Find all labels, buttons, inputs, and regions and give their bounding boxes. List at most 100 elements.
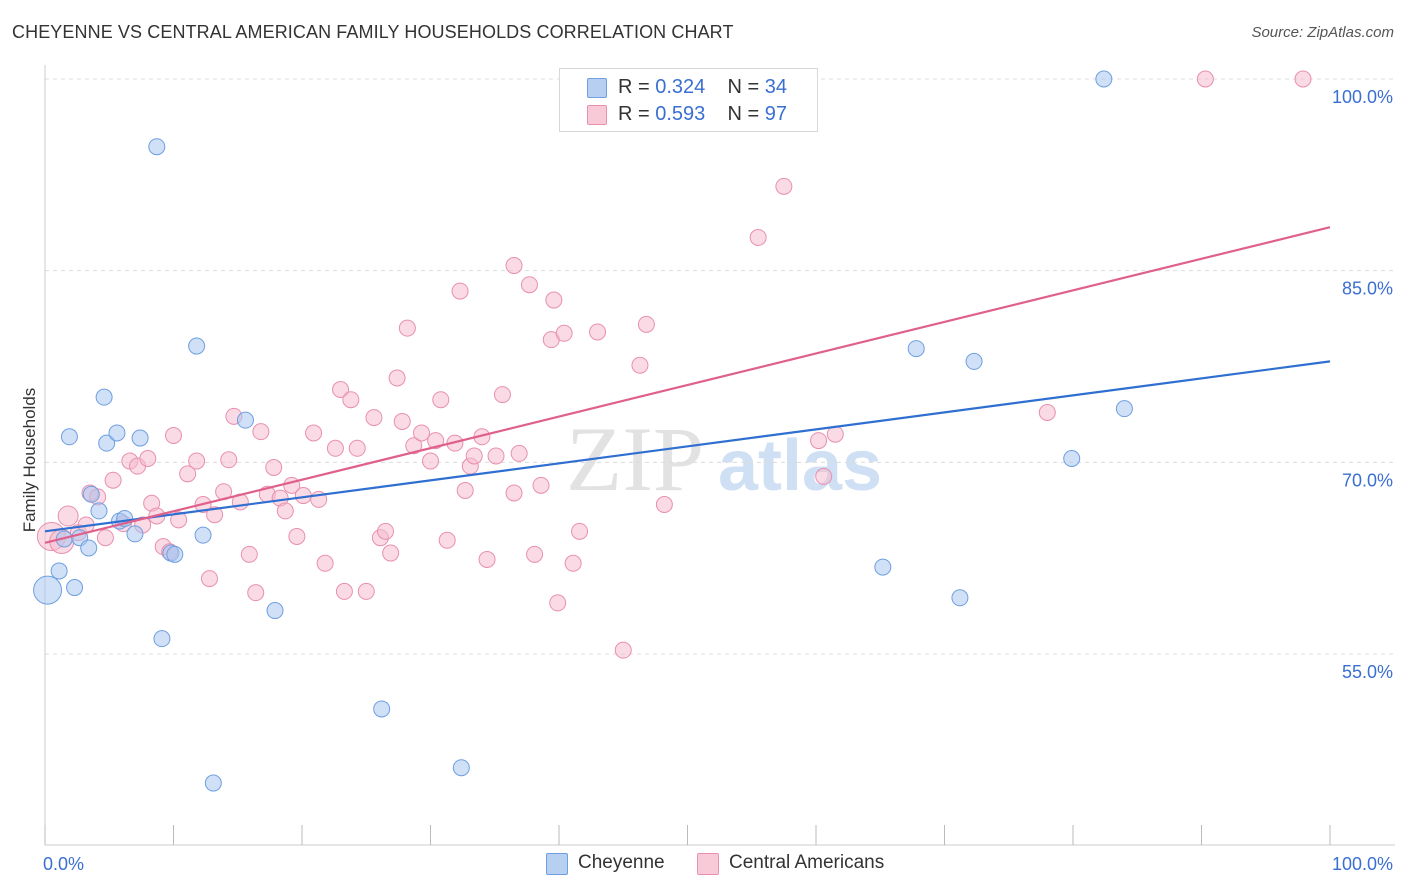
axes bbox=[44, 65, 1395, 846]
legend-r-value: 0.324 bbox=[655, 76, 706, 98]
trend-lines bbox=[44, 226, 1331, 544]
central-americans-point bbox=[456, 481, 474, 499]
central-americans-point bbox=[775, 177, 793, 195]
central-americans-point bbox=[316, 554, 334, 572]
central-americans-point bbox=[451, 282, 469, 300]
central-americans-point bbox=[1294, 70, 1312, 88]
cheyenne-point bbox=[874, 558, 892, 576]
cheyenne-point bbox=[951, 589, 969, 607]
central-americans-point bbox=[487, 447, 505, 465]
central-americans-point bbox=[165, 427, 182, 444]
chart-title: CHEYENNE VS CENTRAL AMERICAN FAMILY HOUS… bbox=[12, 22, 734, 42]
cheyenne-point bbox=[907, 340, 925, 358]
y-tick-label: 55.0% bbox=[1342, 662, 1393, 682]
central-americans-point bbox=[614, 641, 632, 659]
central-americans-point bbox=[326, 439, 344, 457]
cheyenne-point bbox=[90, 502, 108, 520]
central-americans-point bbox=[382, 544, 400, 562]
central-americans-point bbox=[335, 582, 353, 600]
central-americans-point bbox=[571, 522, 589, 540]
cheyenne-point bbox=[66, 579, 84, 597]
central-americans-point bbox=[1196, 70, 1214, 88]
central-americans-point bbox=[1038, 404, 1056, 421]
cheyenne-point bbox=[194, 526, 212, 544]
legend-n-label: N = bbox=[727, 76, 760, 98]
central-americans-point bbox=[422, 452, 439, 470]
legend-r-label: R = bbox=[618, 103, 650, 125]
central-americans-point bbox=[405, 437, 423, 455]
central-americans-point bbox=[357, 582, 375, 600]
central-americans-point bbox=[188, 452, 206, 470]
central-americans-point bbox=[505, 484, 523, 502]
central-americans-points bbox=[36, 70, 1312, 659]
cheyenne-point bbox=[108, 424, 126, 442]
legend: R = 0.324 N = 34 R = 0.593 N = 97 bbox=[559, 68, 818, 132]
central-americans-point bbox=[465, 447, 483, 465]
central-americans-point bbox=[288, 527, 306, 545]
cheyenne-point bbox=[80, 539, 98, 557]
legend-swatch-cheyenne bbox=[587, 78, 607, 98]
central-americans-point bbox=[252, 423, 270, 441]
central-americans-point bbox=[655, 496, 673, 513]
central-americans-point bbox=[342, 391, 360, 409]
central-americans-point bbox=[104, 471, 122, 489]
central-americans-point bbox=[247, 584, 265, 602]
central-americans-point bbox=[631, 356, 649, 374]
central-americans-point bbox=[393, 412, 411, 430]
central-americans-point bbox=[276, 502, 294, 520]
cheyenne-point bbox=[1063, 450, 1081, 467]
central-americans-point bbox=[348, 439, 366, 457]
cheyenne-point bbox=[373, 700, 391, 718]
central-americans-point bbox=[532, 476, 550, 494]
source-label: Source: ZipAtlas.com bbox=[1251, 24, 1394, 41]
cheyenne-point bbox=[131, 429, 149, 447]
x-tick-label: 0.0% bbox=[43, 854, 84, 874]
central-americans-point bbox=[493, 386, 511, 404]
central-americans-point bbox=[545, 291, 563, 309]
central-americans-point bbox=[240, 545, 258, 563]
cheyenne-point bbox=[95, 388, 113, 406]
central-americans-point bbox=[510, 444, 528, 462]
x-tick-label: 100.0% bbox=[1332, 854, 1393, 874]
y-tick-label: 85.0% bbox=[1342, 279, 1393, 299]
central-americans-point bbox=[549, 594, 567, 612]
central-americans-point bbox=[432, 391, 450, 409]
central-americans-point bbox=[637, 315, 655, 333]
central-americans-point bbox=[139, 450, 157, 467]
bottom-legend-swatch-central-americans bbox=[697, 853, 719, 875]
central-americans-point bbox=[438, 531, 456, 549]
central-americans-point bbox=[749, 228, 767, 246]
legend-r-value: 0.593 bbox=[655, 103, 706, 125]
central-americans-trend-line bbox=[44, 226, 1331, 544]
legend-n-value: 34 bbox=[764, 76, 788, 98]
central-americans-point bbox=[96, 529, 114, 547]
cheyenne-point bbox=[98, 434, 116, 452]
central-americans-point bbox=[365, 409, 383, 427]
central-americans-point bbox=[57, 505, 79, 527]
y-tick-label: 100.0% bbox=[1332, 87, 1393, 107]
cheyenne-point bbox=[148, 138, 166, 156]
central-americans-point bbox=[377, 522, 395, 540]
cheyenne-point bbox=[1115, 400, 1133, 418]
tick-labels: 55.0% 70.0% 85.0% 100.0% 0.0% 100.0% bbox=[43, 87, 1393, 874]
central-americans-point bbox=[388, 369, 406, 387]
central-americans-point bbox=[206, 506, 224, 524]
cheyenne-point bbox=[153, 630, 171, 648]
central-americans-point bbox=[427, 432, 445, 450]
cheyenne-point bbox=[33, 575, 63, 605]
central-americans-point bbox=[170, 511, 188, 529]
grid bbox=[45, 78, 1395, 655]
y-tick-label: 70.0% bbox=[1342, 470, 1393, 490]
central-americans-point bbox=[179, 465, 197, 483]
central-americans-point bbox=[810, 432, 828, 450]
cheyenne-point bbox=[1095, 70, 1113, 88]
cheyenne-point bbox=[60, 428, 78, 446]
cheyenne-point bbox=[126, 525, 144, 543]
bottom-legend-label-central-americans: Central Americans bbox=[729, 852, 885, 873]
legend-r-label: R = bbox=[618, 76, 650, 98]
central-americans-point bbox=[555, 324, 573, 342]
cheyenne-point bbox=[266, 602, 284, 620]
central-americans-point bbox=[589, 323, 607, 341]
central-americans-point bbox=[332, 381, 350, 398]
